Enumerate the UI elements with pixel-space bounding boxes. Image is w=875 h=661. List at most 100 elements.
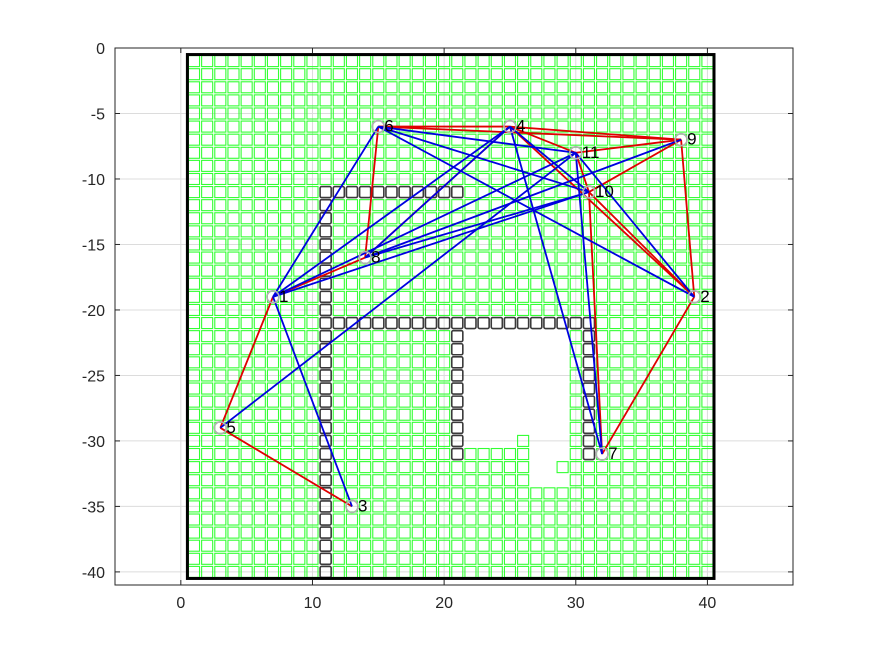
free-cell: [569, 290, 582, 303]
free-cell: [464, 461, 477, 474]
free-cell: [345, 81, 359, 94]
free-cell: [227, 539, 240, 552]
free-cell: [622, 369, 635, 382]
free-cell: [319, 133, 332, 146]
free-cell: [635, 539, 648, 552]
free-cell: [214, 343, 227, 356]
free-cell: [622, 212, 635, 225]
free-cell: [240, 408, 253, 421]
free-cell: [622, 539, 635, 552]
free-cell: [675, 447, 688, 461]
free-cell: [582, 212, 596, 225]
free-cell: [293, 500, 306, 513]
free-cell: [622, 303, 635, 317]
free-cell: [306, 120, 319, 133]
free-cell: [503, 290, 517, 303]
free-cell: [503, 225, 517, 238]
free-cell: [622, 526, 635, 539]
free-cell: [438, 408, 451, 421]
free-cell: [227, 277, 240, 290]
free-cell: [266, 539, 280, 552]
free-cell: [266, 474, 280, 487]
free-cell: [385, 303, 398, 317]
free-cell: [438, 290, 451, 303]
free-cell: [635, 303, 648, 317]
free-cell: [569, 408, 582, 421]
free-cell: [306, 303, 319, 317]
free-cell: [596, 356, 609, 369]
free-cell: [240, 277, 253, 290]
free-cell: [543, 81, 556, 94]
free-cell: [648, 212, 661, 225]
grid-cells: [187, 55, 714, 578]
free-cell: [661, 290, 675, 303]
free-cell: [253, 81, 266, 94]
free-cell: [503, 212, 517, 225]
free-cell: [359, 395, 372, 408]
free-cell: [280, 408, 293, 421]
free-cell: [451, 290, 464, 303]
free-cell: [398, 81, 411, 94]
free-cell: [648, 552, 661, 565]
free-cell: [201, 225, 214, 238]
free-cell: [345, 212, 359, 225]
free-cell: [306, 290, 319, 303]
free-cell: [464, 212, 477, 225]
free-cell: [582, 94, 596, 107]
free-cell: [332, 81, 345, 94]
free-cell: [675, 264, 688, 277]
free-cell: [359, 474, 372, 487]
free-cell: [530, 238, 543, 251]
node-marker: [568, 145, 583, 160]
free-cell: [648, 107, 661, 120]
free-cell: [214, 552, 227, 565]
y-tick-label: -10: [82, 172, 105, 189]
free-cell: [543, 552, 556, 565]
free-cell: [477, 474, 490, 487]
free-cell: [332, 500, 345, 513]
free-cell: [240, 120, 253, 133]
free-cell: [648, 513, 661, 526]
free-cell: [569, 107, 582, 120]
free-cell: [240, 159, 253, 172]
free-cell: [622, 68, 635, 81]
free-cell: [517, 94, 530, 107]
free-cell: [398, 356, 411, 369]
free-cell: [517, 500, 530, 513]
free-cell: [556, 186, 569, 199]
obstacle-cell: [319, 473, 332, 487]
free-cell: [240, 526, 253, 539]
free-cell: [688, 107, 701, 120]
obstacle-cell: [319, 356, 332, 369]
free-cell: [569, 539, 582, 552]
free-cell: [253, 461, 266, 474]
free-cell: [661, 343, 675, 356]
free-cell: [293, 107, 306, 120]
free-cell: [675, 225, 688, 238]
free-cell: [372, 107, 385, 120]
free-cell: [411, 526, 424, 539]
free-cell: [675, 94, 688, 107]
free-cell: [280, 434, 293, 447]
free-cell: [306, 172, 319, 186]
free-cell: [438, 369, 451, 382]
free-cell: [332, 343, 345, 356]
free-cell: [411, 290, 424, 303]
free-cell: [438, 421, 451, 434]
free-cell: [530, 539, 543, 552]
free-cell: [214, 513, 227, 526]
free-cell: [240, 461, 253, 474]
free-cell: [424, 94, 438, 107]
free-cell: [688, 382, 701, 395]
free-cell: [688, 251, 701, 264]
free-cell: [266, 238, 280, 251]
free-cell: [359, 513, 372, 526]
free-cell: [648, 277, 661, 290]
free-cell: [582, 251, 596, 264]
free-cell: [214, 316, 227, 330]
free-cell: [556, 68, 569, 81]
free-cell: [372, 408, 385, 421]
free-cell: [266, 316, 280, 330]
free-cell: [280, 81, 293, 94]
free-cell: [675, 238, 688, 251]
